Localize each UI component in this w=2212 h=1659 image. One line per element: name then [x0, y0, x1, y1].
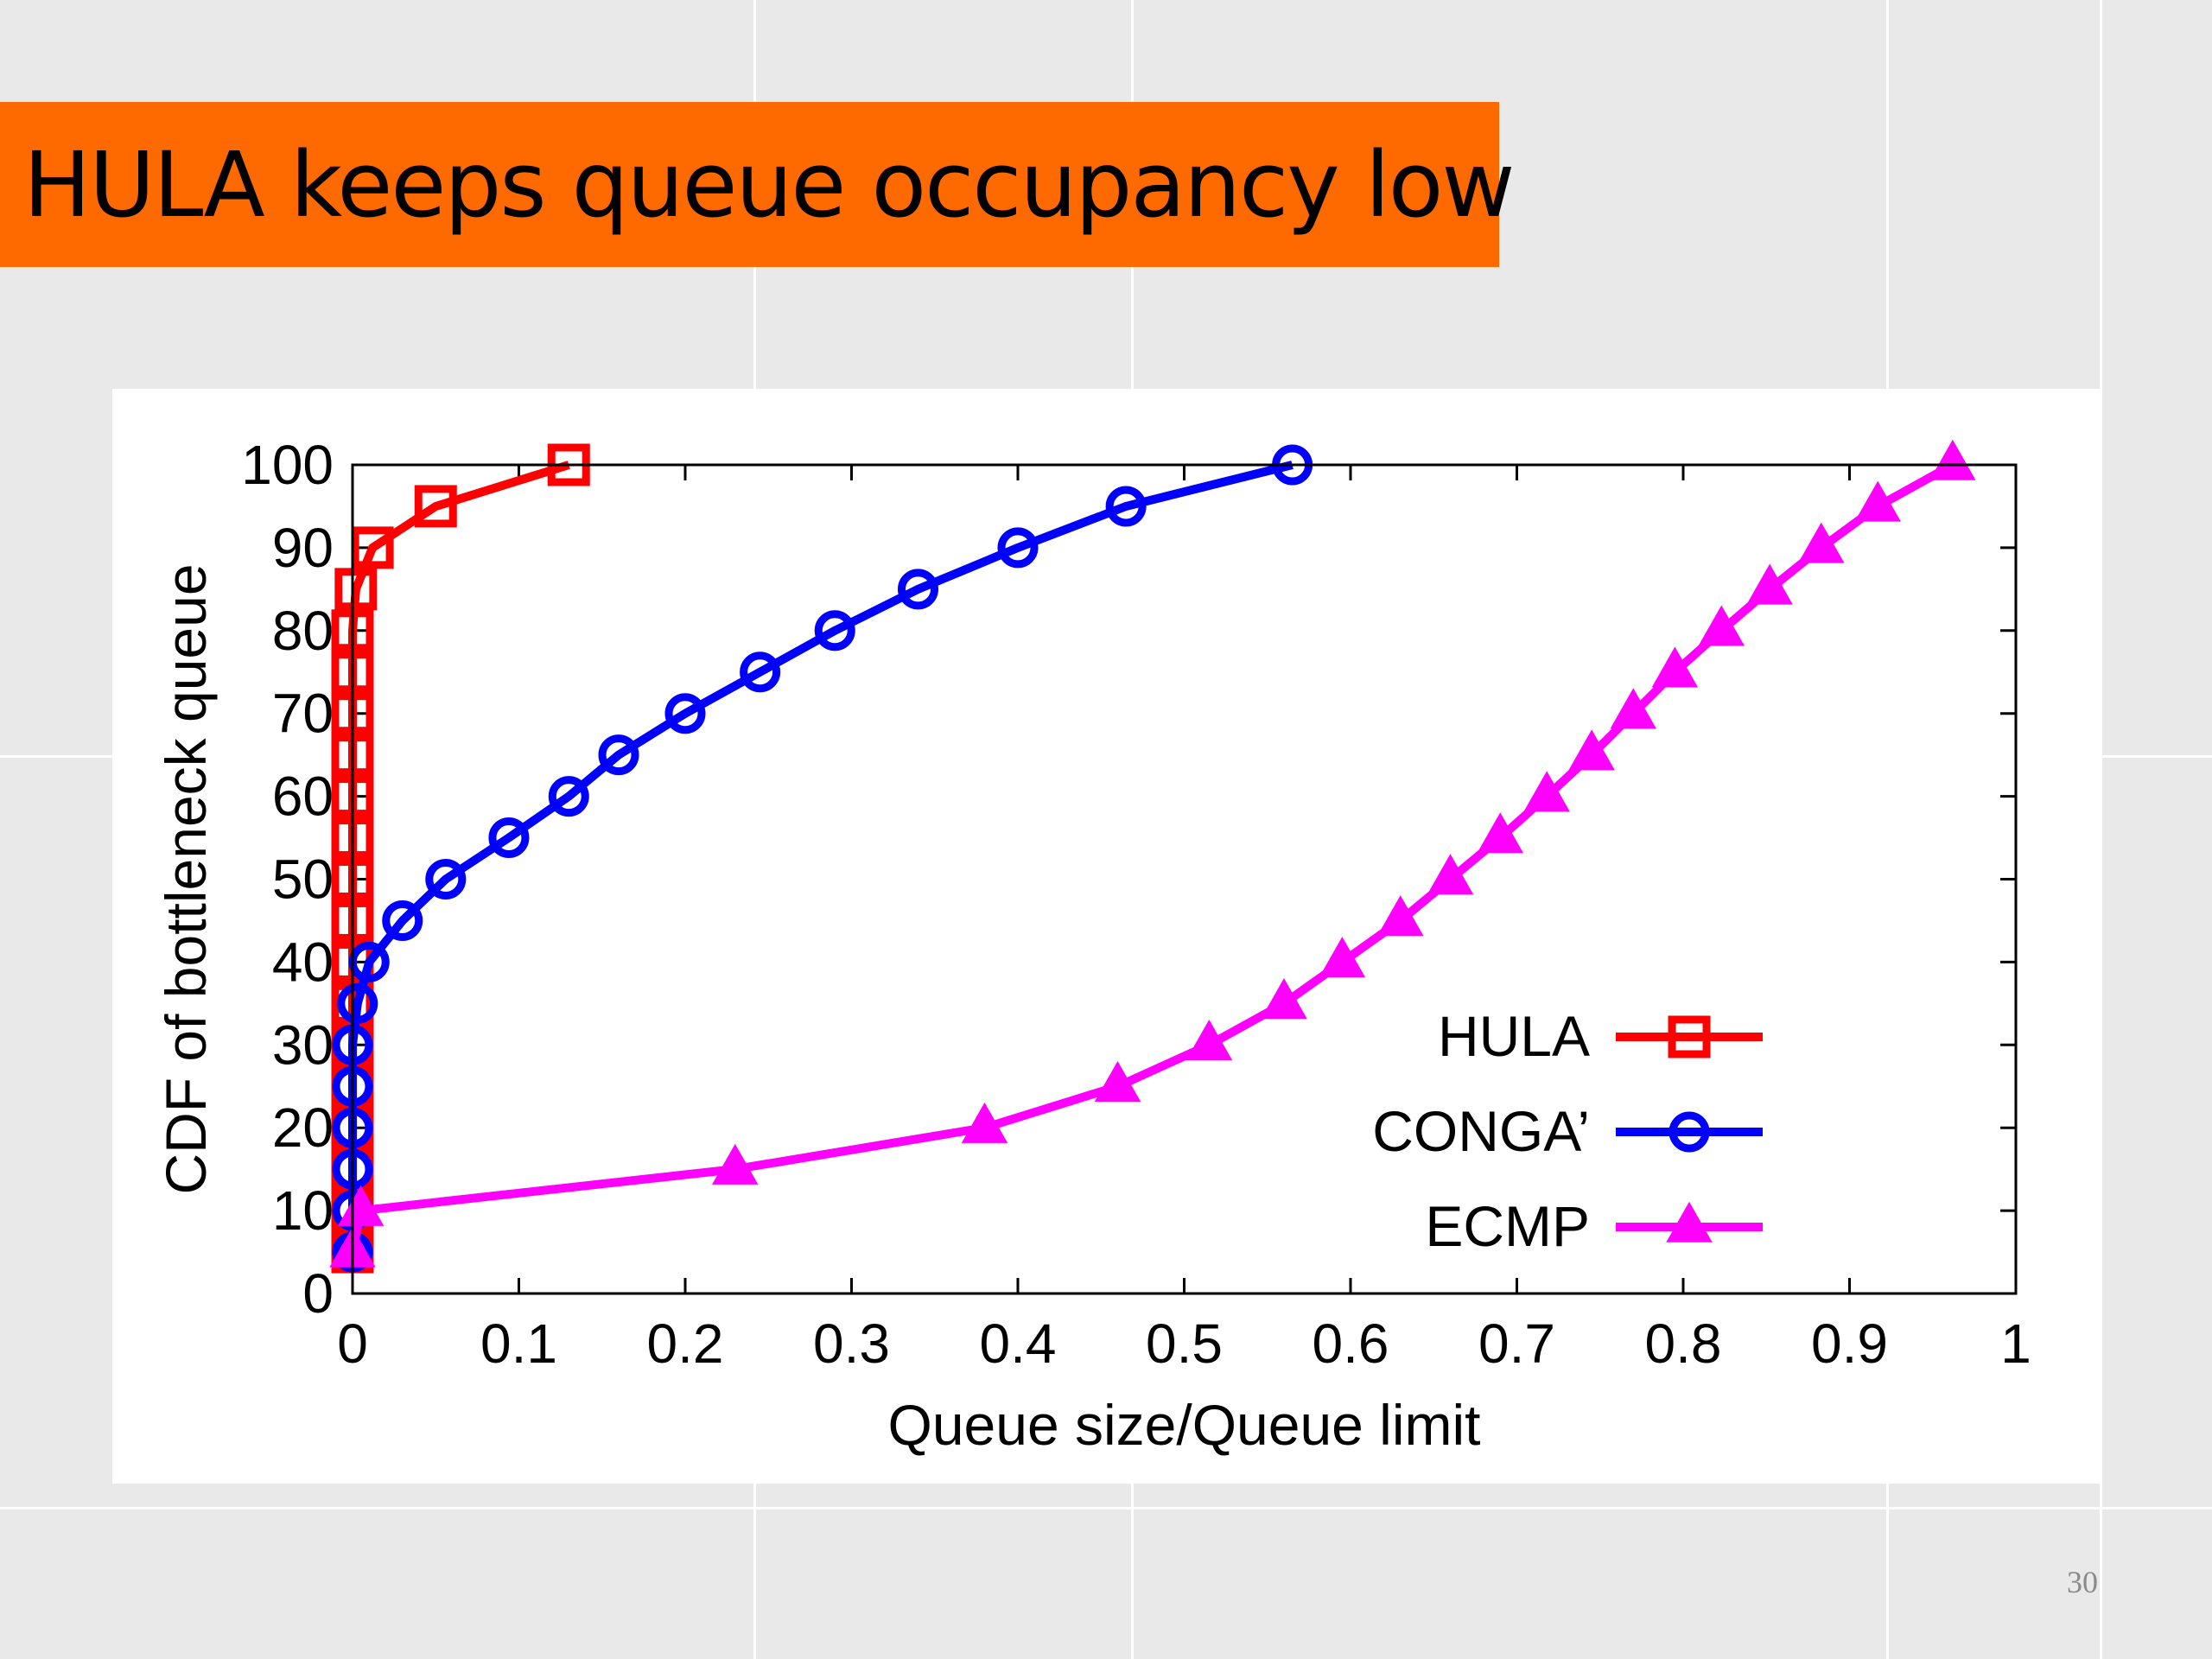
series-conga- — [332, 444, 1313, 1273]
data-point — [1610, 688, 1656, 729]
data-point — [414, 485, 457, 528]
data-point — [598, 734, 639, 776]
data-point — [1698, 605, 1745, 646]
x-tick-label: 0.9 — [1811, 1313, 1888, 1375]
legend-swatch-marker — [1668, 1015, 1711, 1058]
series-line — [348, 461, 1294, 1252]
data-point — [425, 859, 467, 899]
data-point — [1427, 854, 1474, 895]
series-ecmp — [329, 439, 1976, 1268]
y-tick-label: 30 — [272, 1014, 334, 1076]
data-point — [337, 982, 378, 1024]
y-tick-label: 90 — [272, 517, 334, 579]
plot-frame — [351, 463, 2018, 1295]
data-point — [1651, 646, 1699, 688]
data-point — [1854, 480, 1901, 522]
x-tick-label: 0.2 — [647, 1313, 724, 1375]
y-tick-label: 40 — [272, 931, 334, 993]
data-point — [1261, 978, 1307, 1020]
y-tick-label: 10 — [272, 1179, 334, 1242]
data-point — [1929, 439, 1976, 480]
data-point — [740, 652, 781, 693]
data-point — [1377, 895, 1424, 937]
data-point — [382, 899, 423, 941]
legend-label: CONGA’ — [1372, 1099, 1590, 1163]
slide-title: HULA keeps queue occupancy low — [23, 131, 1515, 238]
x-tick-label: 0 — [337, 1313, 368, 1375]
data-point — [548, 776, 589, 817]
legend-swatch-marker — [1666, 1201, 1713, 1243]
legend-label: ECMP — [1425, 1194, 1590, 1258]
data-point — [1477, 812, 1523, 854]
x-tick-label: 1 — [2000, 1313, 2031, 1375]
y-tick-label: 80 — [272, 600, 334, 662]
x-tick-label: 0.8 — [1645, 1313, 1722, 1375]
cdf-chart: 0 0.1 0.2 0.3 0.4 0.5 0.6 0.7 0.8 0.9 101020304050… — [154, 434, 2031, 1457]
data-point — [712, 1143, 759, 1185]
y-tick-label: 100 — [241, 434, 334, 496]
data-point — [997, 527, 1039, 569]
data-point — [1094, 1060, 1141, 1102]
y-axis-label: CDF of bottleneck queue — [154, 563, 218, 1194]
series-hula — [331, 443, 590, 1274]
data-point — [488, 817, 530, 859]
data-point — [1185, 1019, 1233, 1061]
x-tick-label: 0.6 — [1313, 1313, 1389, 1375]
chart-panel: 0 0.1 0.2 0.3 0.4 0.5 0.6 0.7 0.8 0.9 1 0 10 20 30 40 50… — [112, 389, 2102, 1484]
x-tick-label: 0.4 — [980, 1313, 1057, 1375]
y-tick-label: 60 — [272, 766, 334, 828]
data-point — [664, 693, 706, 734]
legend-label: HULA — [1438, 1004, 1590, 1068]
title-banner: HULA keeps queue occupancy low — [0, 102, 1515, 267]
data-point — [814, 610, 855, 652]
data-point — [337, 1185, 385, 1226]
data-point — [961, 1102, 1008, 1143]
x-tick-label: 0.5 — [1146, 1313, 1223, 1375]
data-point — [1746, 563, 1793, 605]
data-point — [334, 568, 378, 611]
data-point — [351, 526, 394, 569]
y-tick-label: 0 — [302, 1262, 334, 1325]
series-line — [348, 461, 570, 1252]
legend: HULA CONGA’ ECMP — [1372, 1004, 1763, 1258]
data-point — [1105, 486, 1147, 527]
x-tick-label: 0.1 — [480, 1313, 557, 1375]
x-tick-label: 0.7 — [1478, 1313, 1555, 1375]
y-tick-label: 50 — [272, 849, 334, 911]
data-point — [1319, 937, 1366, 978]
x-tick-label: 0.3 — [813, 1313, 890, 1375]
data-point — [1798, 522, 1845, 563]
slide-number: 30 — [2067, 1565, 2098, 1599]
data-point — [898, 569, 938, 610]
legend-swatch-marker — [1669, 1111, 1710, 1153]
y-tick-label: 70 — [272, 683, 334, 745]
x-axis-label: Queue size/Queue limit — [887, 1393, 1480, 1457]
data-point — [1568, 729, 1615, 771]
data-point — [1523, 771, 1570, 812]
tick-labels: 0 0.1 0.2 0.3 0.4 0.5 0.6 0.7 0.8 0.9 101020304050… — [241, 434, 2031, 1375]
y-tick-label: 20 — [272, 1096, 334, 1159]
series-layer — [329, 439, 1976, 1274]
